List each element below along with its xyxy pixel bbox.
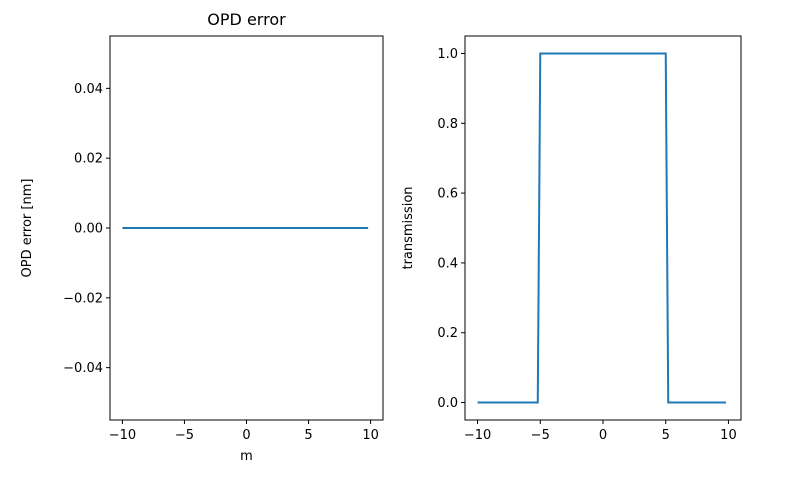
y-tick-label: 0.6 [437,187,458,202]
axes-frame [464,35,742,421]
x-tick-label: −10 [464,428,491,443]
x-tick-label: 10 [720,428,737,443]
x-tick-label: 10 [362,428,379,443]
x-tick-label: −5 [175,428,194,443]
x-tick-label: 0 [599,428,607,443]
y-tick-label: −0.02 [63,291,103,306]
x-tick-label: −5 [531,428,550,443]
x-axis-label: m [240,449,253,464]
series-line-0 [477,52,726,404]
y-tick-label: 0.0 [437,396,458,411]
y-axis-label: transmission [401,186,416,269]
y-tick-label: 0.00 [74,222,103,237]
y-tick-label: 0.02 [74,152,103,167]
y-tick-label: −0.04 [63,361,103,376]
y-tick-label: 0.8 [437,117,458,132]
x-tick-label: 5 [304,428,312,443]
chart-title: OPD error [207,10,286,29]
subplot-opd: −10 −5 0 5 10 −0.04 −0.02 0.00 0.02 0.04 OPD error… [20,10,384,464]
y-tick-label: 0.2 [437,326,458,341]
subplot-transmission: −10 −5 0 5 10 0.0 0.2 0.4 0.6 0.8 1.0 transmission [401,35,742,443]
y-tick-label: 1.0 [437,47,458,62]
x-tick-label: 5 [662,428,670,443]
x-tick-label: −10 [109,428,136,443]
y-tick-label: 0.04 [74,82,103,97]
x-tick-label: 0 [242,428,250,443]
y-tick-label: 0.4 [437,256,458,271]
y-axis-label: OPD error [nm] [20,179,35,278]
